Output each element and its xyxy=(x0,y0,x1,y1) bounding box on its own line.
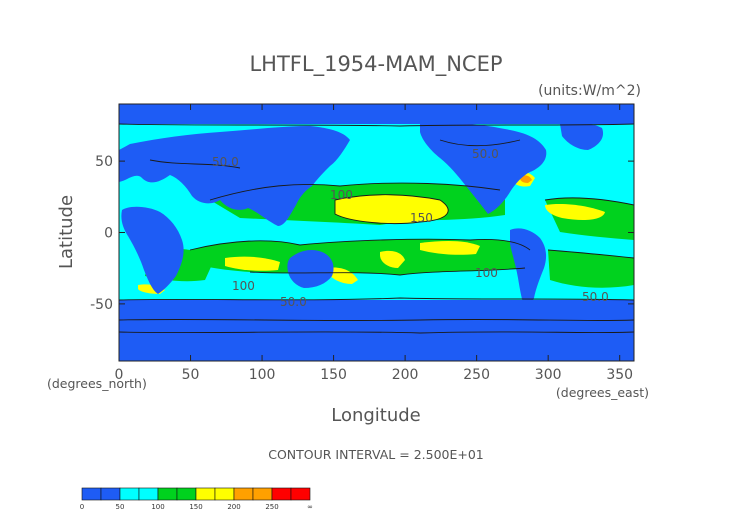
colorbar-bin xyxy=(157,487,178,501)
colorbar-bin xyxy=(138,487,159,501)
colorbar-bin xyxy=(195,487,216,501)
colorbar-bin xyxy=(119,487,140,501)
contour-label: 50.0 xyxy=(280,295,307,309)
contour-label: 100 xyxy=(475,266,498,280)
contour-lines xyxy=(119,123,634,334)
chart-title: LHTFL_1954-MAM_NCEP xyxy=(249,52,502,77)
x-tick-label: 250 xyxy=(463,367,490,383)
field-max-atlantic xyxy=(545,203,605,220)
y-tick-label: 0 xyxy=(104,226,113,242)
land-eurasia xyxy=(119,126,350,226)
field-max-south-pacific-2 xyxy=(380,250,405,268)
colorbar: 0 50 100 150 200 250 ∞ xyxy=(80,487,313,511)
colorbar-bin xyxy=(252,487,273,501)
x-tick-label: 50 xyxy=(182,367,200,383)
land-north-america xyxy=(420,122,547,214)
contour-label: 100 xyxy=(232,279,255,293)
colorbar-label: 250 xyxy=(265,503,278,511)
field-max-south-pacific xyxy=(420,241,480,255)
x-unit-label: (degrees_east) xyxy=(556,385,649,400)
land-greenland xyxy=(560,121,604,150)
land-africa xyxy=(121,206,184,294)
colorbar-bin xyxy=(290,487,311,501)
colorbar-bin xyxy=(214,487,235,501)
colorbar-label: 200 xyxy=(227,503,240,511)
colorbar-bin xyxy=(271,487,292,501)
x-tick-label: 100 xyxy=(249,367,276,383)
colorbar-bin xyxy=(100,487,121,501)
contour-labels: 50.0 100 150 100 50.0 100 50.0 50.0 xyxy=(212,147,609,309)
contour-label: 50.0 xyxy=(582,290,609,304)
colorbar-label: 0 xyxy=(80,503,84,511)
y-tick-label: -50 xyxy=(90,297,113,313)
colorbar-bin xyxy=(81,487,102,501)
contour-label: 100 xyxy=(330,188,353,202)
land-australia xyxy=(287,250,334,288)
y-axis-title: Latitude xyxy=(56,195,77,269)
colorbar-label: 150 xyxy=(189,503,202,511)
land-antarctica xyxy=(119,340,634,361)
contour-interval-note: CONTOUR INTERVAL = 2.500E+01 xyxy=(268,447,484,462)
contour-label: 150 xyxy=(410,211,433,225)
colorbar-label: ∞ xyxy=(307,503,313,511)
x-tick-label: 200 xyxy=(392,367,419,383)
land-south-america xyxy=(510,228,547,312)
x-tick-label: 0 xyxy=(115,367,124,383)
colorbar-label: 50 xyxy=(116,503,125,511)
x-axis-title: Longitude xyxy=(331,405,421,426)
field-max-indian xyxy=(225,256,280,271)
field-max-australia xyxy=(328,267,358,284)
x-tick-label: 300 xyxy=(535,367,562,383)
field-max-north-pacific xyxy=(335,194,449,224)
colorbar-label: 100 xyxy=(151,503,164,511)
field-band-green-southatl xyxy=(548,250,634,288)
units-label: (units:W/m^2) xyxy=(538,83,641,99)
x-tick-label: 350 xyxy=(606,367,633,383)
contour-label: 50.0 xyxy=(212,155,239,169)
y-unit-label: (degrees_north) xyxy=(47,376,147,391)
contour-label: 50.0 xyxy=(472,147,499,161)
x-tick-label: 150 xyxy=(320,367,347,383)
heatmap-field: 50.0 100 150 100 50.0 100 50.0 50.0 xyxy=(119,104,634,361)
axes: 0 50 100 150 200 250 300 350 50 0 -50 xyxy=(90,104,634,383)
field-max-orange-kuroshio xyxy=(520,175,532,183)
field-band-north xyxy=(119,104,634,124)
colorbar-bin xyxy=(233,487,254,501)
colorbar-bin xyxy=(176,487,197,501)
y-tick-label: 50 xyxy=(95,154,113,170)
